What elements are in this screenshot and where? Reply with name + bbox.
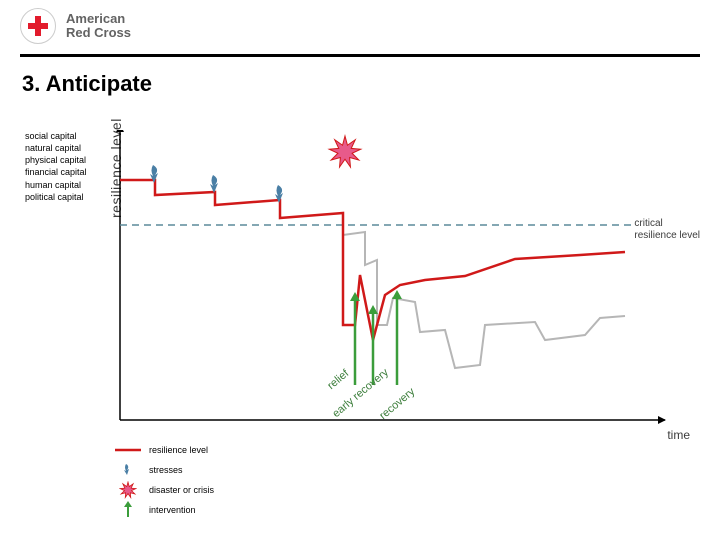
org-name: American Red Cross — [66, 12, 131, 41]
x-axis-label: time — [667, 428, 690, 442]
legend-stress-icon — [115, 462, 141, 478]
legend-intervention-label: intervention — [149, 505, 196, 515]
page-title: 3. Anticipate — [0, 57, 720, 97]
legend-row: intervention — [115, 500, 214, 520]
legend-disaster-icon — [115, 481, 141, 499]
legend-stress-label: stresses — [149, 465, 183, 475]
legend-disaster-label: disaster or crisis — [149, 485, 214, 495]
legend-row: resilience level — [115, 440, 214, 460]
org-line2: Red Cross — [66, 26, 131, 40]
legend-resilience-icon — [115, 446, 141, 454]
chart-area: social capital natural capital physical … — [25, 130, 695, 440]
legend-row: stresses — [115, 460, 214, 480]
legend: resilience level stresses disaster or cr… — [115, 440, 214, 520]
legend-resilience-label: resilience level — [149, 445, 208, 455]
legend-row: disaster or crisis — [115, 480, 214, 500]
redcross-logo-icon — [20, 8, 56, 44]
org-line1: American — [66, 12, 131, 26]
legend-intervention-icon — [115, 501, 141, 519]
header: American Red Cross — [0, 0, 720, 50]
critical-label: critical resilience level — [634, 218, 700, 242]
